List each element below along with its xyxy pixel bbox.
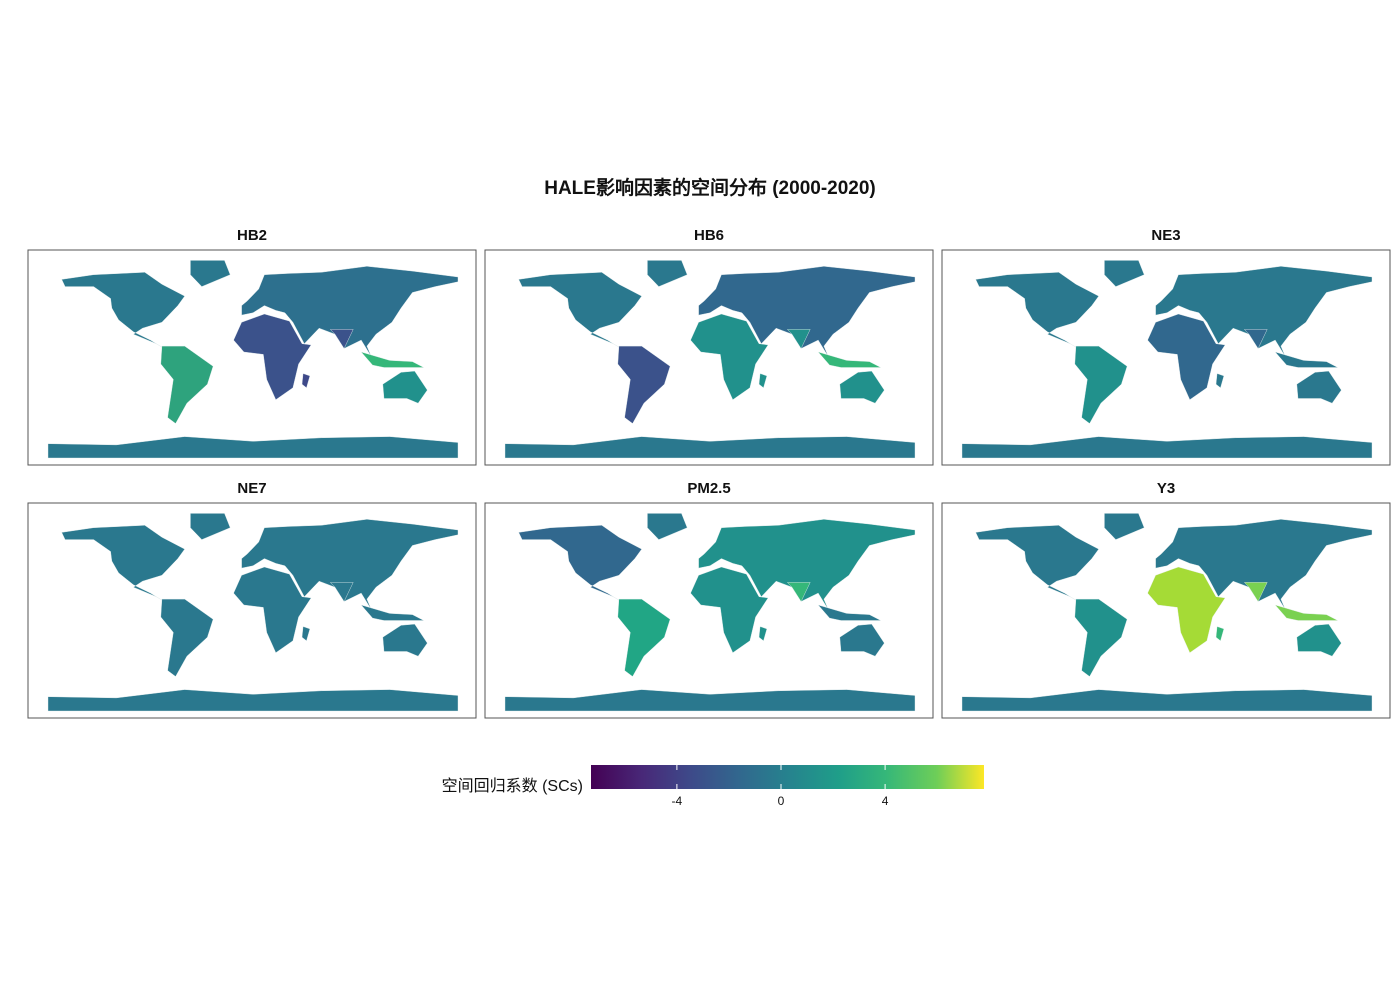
land-region (360, 604, 424, 621)
land-region (518, 272, 642, 349)
world-map (47, 260, 459, 459)
land-region (817, 351, 881, 368)
land-region (758, 626, 768, 642)
land-region (961, 436, 1373, 459)
land-region (1074, 345, 1128, 424)
colorbar-tick-label: 0 (778, 794, 785, 808)
land-region (1155, 266, 1373, 357)
land-region (301, 373, 311, 389)
figure-title: HALE影响因素的空间分布 (2000-2020) (544, 176, 876, 199)
land-region (233, 566, 312, 654)
land-region (698, 266, 916, 357)
land-region (160, 345, 214, 424)
land-region (504, 689, 916, 712)
land-region (786, 329, 811, 349)
land-region (1243, 582, 1268, 602)
legend-title: 空间回归系数 (SCs) (442, 777, 583, 795)
panel-title: Y3 (1157, 480, 1175, 497)
land-region (47, 436, 459, 459)
land-region (617, 345, 671, 424)
land-region (47, 689, 459, 712)
world-map (504, 513, 916, 712)
colorbar-tick-label: -4 (672, 794, 683, 808)
land-region (241, 266, 459, 357)
land-region (839, 623, 885, 657)
land-region (233, 313, 312, 401)
land-region (504, 436, 916, 459)
land-region (190, 260, 231, 287)
land-region (61, 525, 185, 602)
land-region (1104, 260, 1145, 287)
panel-title: PM2.5 (687, 480, 730, 497)
land-region (1296, 623, 1342, 657)
land-region (360, 351, 424, 368)
land-region (1147, 566, 1226, 654)
land-region (817, 604, 881, 621)
land-region (1243, 329, 1268, 349)
land-region (518, 525, 642, 602)
land-region (698, 519, 916, 610)
land-region (1215, 626, 1225, 642)
world-map (961, 260, 1373, 459)
land-region (690, 566, 769, 654)
land-region (382, 370, 428, 404)
panel-title: NE3 (1151, 227, 1180, 244)
land-region (1296, 370, 1342, 404)
land-region (160, 598, 214, 677)
land-region (61, 272, 185, 349)
land-region (1274, 351, 1338, 368)
land-region (975, 525, 1099, 602)
panel-title: NE7 (237, 480, 266, 497)
panel-title: HB6 (694, 227, 724, 244)
land-region (190, 513, 231, 540)
land-region (329, 582, 354, 602)
world-map (961, 513, 1373, 712)
land-region (690, 313, 769, 401)
land-region (1155, 519, 1373, 610)
land-region (301, 626, 311, 642)
colorbar-tick-label: 4 (882, 794, 889, 808)
land-region (961, 689, 1373, 712)
land-region (1215, 373, 1225, 389)
world-map (47, 513, 459, 712)
land-region (1274, 604, 1338, 621)
panel-title: HB2 (237, 227, 267, 244)
land-region (617, 598, 671, 677)
land-region (1074, 598, 1128, 677)
land-region (1104, 513, 1145, 540)
land-region (758, 373, 768, 389)
land-region (839, 370, 885, 404)
land-region (647, 513, 688, 540)
land-region (329, 329, 354, 349)
land-region (1147, 313, 1226, 401)
land-region (241, 519, 459, 610)
land-region (382, 623, 428, 657)
land-region (786, 582, 811, 602)
colorbar (591, 765, 984, 789)
land-region (975, 272, 1099, 349)
world-map (504, 260, 916, 459)
land-region (647, 260, 688, 287)
